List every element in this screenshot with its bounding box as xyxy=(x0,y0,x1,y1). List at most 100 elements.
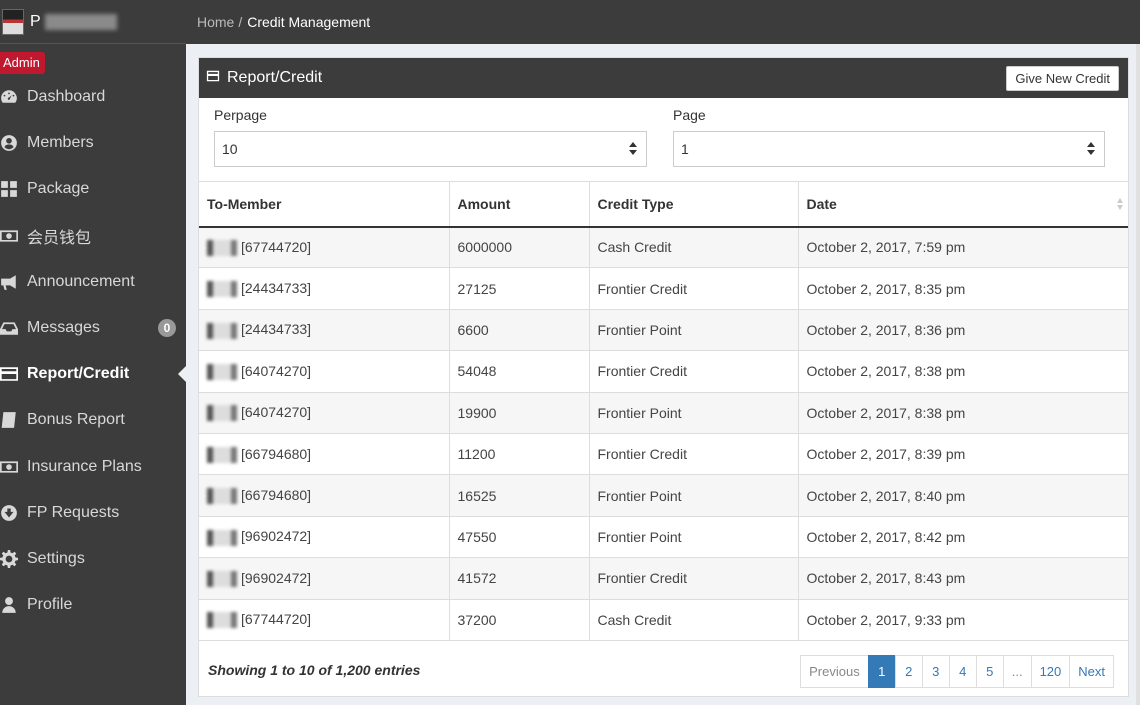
page-link-next[interactable]: Next xyxy=(1069,655,1114,688)
perpage-label: Perpage xyxy=(214,107,267,123)
credit-type-cell: Frontier Point xyxy=(588,392,798,434)
member-id: [67744720] xyxy=(241,238,312,255)
member-id: [67744720] xyxy=(241,611,312,628)
user-icon xyxy=(0,596,18,614)
table-body: [67744720] 6000000 Cash Credit October 2, 2… xyxy=(199,226,1128,641)
grid-icon xyxy=(0,180,18,198)
date-cell: October 2, 2017, 8:39 pm xyxy=(797,433,1128,476)
table-footer: Showing 1 to 10 of 1,200 entries Previou… xyxy=(199,640,1128,696)
sidebar-item-megaphone[interactable]: Announcement xyxy=(0,259,186,305)
sidebar-item-credit-card[interactable]: Report/Credit xyxy=(0,351,186,397)
brand[interactable]: P xyxy=(0,0,186,44)
amount-cell: 37200 xyxy=(448,599,589,641)
sidebar-item-label: 会员钱包 xyxy=(27,229,92,247)
message-count-badge: 0 xyxy=(158,319,176,338)
table-row: [96902472] 41572 Frontier Credit October 2,… xyxy=(199,557,1128,600)
table-row: [67744720] 6000000 Cash Credit October 2, 2… xyxy=(199,226,1128,269)
member-id: [64074270] xyxy=(241,362,312,379)
money-icon xyxy=(0,227,18,245)
to-member-cell: [96902472] xyxy=(199,557,449,600)
date-cell: October 2, 2017, 9:33 pm xyxy=(797,599,1128,641)
gear-icon xyxy=(0,549,18,568)
page-link-5[interactable]: 5 xyxy=(975,655,1004,688)
sidebar-item-book[interactable]: Bonus Report xyxy=(0,397,186,443)
redacted-member-name xyxy=(207,322,237,339)
sidebar-item-label: Insurance Plans xyxy=(27,457,142,475)
filters: Perpage 10 Page 1 xyxy=(199,98,1128,181)
sidebar-item-user-circle[interactable]: Members xyxy=(0,120,186,166)
table-row: [66794680] 16525 Frontier Point October 2, … xyxy=(199,474,1128,517)
sidebar-item-money[interactable]: Insurance Plans xyxy=(0,444,186,490)
column-header-to-member[interactable]: To-Member xyxy=(199,181,449,228)
sidebar: P Admin Dashboard Members Package 会员钱包 Annou… xyxy=(0,0,186,705)
date-cell: October 2, 2017, 7:59 pm xyxy=(797,226,1128,269)
give-new-credit-button[interactable]: Give New Credit xyxy=(1006,66,1119,91)
page-link-120[interactable]: 120 xyxy=(1030,655,1071,688)
credit-type-cell: Frontier Credit xyxy=(588,433,798,476)
to-member-cell: [67744720] xyxy=(199,599,449,641)
redacted-member-name xyxy=(207,281,237,298)
role-badge: Admin xyxy=(0,52,45,74)
perpage-filter: Perpage 10 xyxy=(214,107,647,167)
perpage-select[interactable]: 10 xyxy=(214,131,647,167)
breadcrumb-home[interactable]: Home xyxy=(197,14,235,30)
page-link-4[interactable]: 4 xyxy=(948,655,977,688)
book-icon xyxy=(0,411,18,429)
page-value: 1 xyxy=(681,141,689,157)
dashboard-icon xyxy=(0,88,18,106)
credit-table: To-Member Amount Credit Type Date [67744… xyxy=(199,181,1128,641)
sidebar-item-user[interactable]: Profile xyxy=(0,582,186,628)
table-row: [67744720] 37200 Cash Credit October 2, 201… xyxy=(199,599,1128,641)
page-select[interactable]: 1 xyxy=(673,131,1105,167)
credit-type-cell: Frontier Point xyxy=(588,516,798,559)
to-member-cell: [66794680] xyxy=(199,474,449,517)
column-header-amount[interactable]: Amount xyxy=(448,181,589,228)
credit-type-cell: Frontier Credit xyxy=(588,267,798,310)
sidebar-item-label: FP Requests xyxy=(27,503,120,521)
sidebar-item-money[interactable]: 会员钱包 xyxy=(0,213,186,259)
redacted-member-name xyxy=(207,570,237,587)
page-link-3[interactable]: 3 xyxy=(921,655,950,688)
sidebar-item-label: Announcement xyxy=(27,272,135,290)
sidebar-item-grid[interactable]: Package xyxy=(0,166,186,212)
page-link-previous[interactable]: Previous xyxy=(800,655,869,688)
page-label: Page xyxy=(673,107,706,123)
member-id: [66794680] xyxy=(241,486,312,503)
credit-type-cell: Cash Credit xyxy=(588,599,798,641)
page-link-1[interactable]: 1 xyxy=(867,655,896,688)
credit-type-cell: Frontier Credit xyxy=(588,557,798,600)
logo xyxy=(2,8,24,35)
sidebar-item-dashboard[interactable]: Dashboard xyxy=(0,74,186,120)
credit-type-cell: Frontier Credit xyxy=(588,350,798,393)
redacted-member-name xyxy=(207,240,237,257)
date-cell: October 2, 2017, 8:36 pm xyxy=(797,309,1128,352)
panel-title: Report/Credit xyxy=(227,69,323,86)
sidebar-item-label: Report/Credit xyxy=(27,365,130,383)
to-member-cell: [64074270] xyxy=(199,392,449,434)
date-cell: October 2, 2017, 8:38 pm xyxy=(797,350,1128,393)
credit-type-cell: Cash Credit xyxy=(588,226,798,269)
date-cell: October 2, 2017, 8:43 pm xyxy=(797,557,1128,600)
sidebar-item-inbox[interactable]: Messages 0 xyxy=(0,305,186,351)
redacted-member-name xyxy=(207,529,237,546)
column-header-date[interactable]: Date xyxy=(797,181,1128,228)
redacted-member-name xyxy=(207,612,237,629)
sort-icon[interactable] xyxy=(1117,197,1123,211)
page-link-2[interactable]: 2 xyxy=(894,655,923,688)
page-link-ellipsis: ... xyxy=(1002,655,1032,688)
amount-cell: 19900 xyxy=(448,392,589,434)
sidebar-item-gear[interactable]: Settings xyxy=(0,536,186,582)
redacted-member-name xyxy=(207,488,237,505)
to-member-cell: [96902472] xyxy=(199,516,449,559)
inbox-icon xyxy=(0,319,18,337)
table-row: [96902472] 47550 Frontier Point October 2, … xyxy=(199,516,1128,559)
credit-type-cell: Frontier Point xyxy=(588,474,798,517)
date-cell: October 2, 2017, 8:40 pm xyxy=(797,474,1128,517)
table-row: [64074270] 19900 Frontier Point October 2, … xyxy=(199,392,1128,434)
sidebar-item-label: Messages xyxy=(27,319,100,337)
amount-cell: 11200 xyxy=(448,433,589,476)
sidebar-item-arrow-circle[interactable]: FP Requests xyxy=(0,490,186,536)
member-id: [64074270] xyxy=(241,404,312,421)
column-header-credit-type[interactable]: Credit Type xyxy=(588,181,798,228)
sidebar-item-label: Members xyxy=(27,134,94,152)
